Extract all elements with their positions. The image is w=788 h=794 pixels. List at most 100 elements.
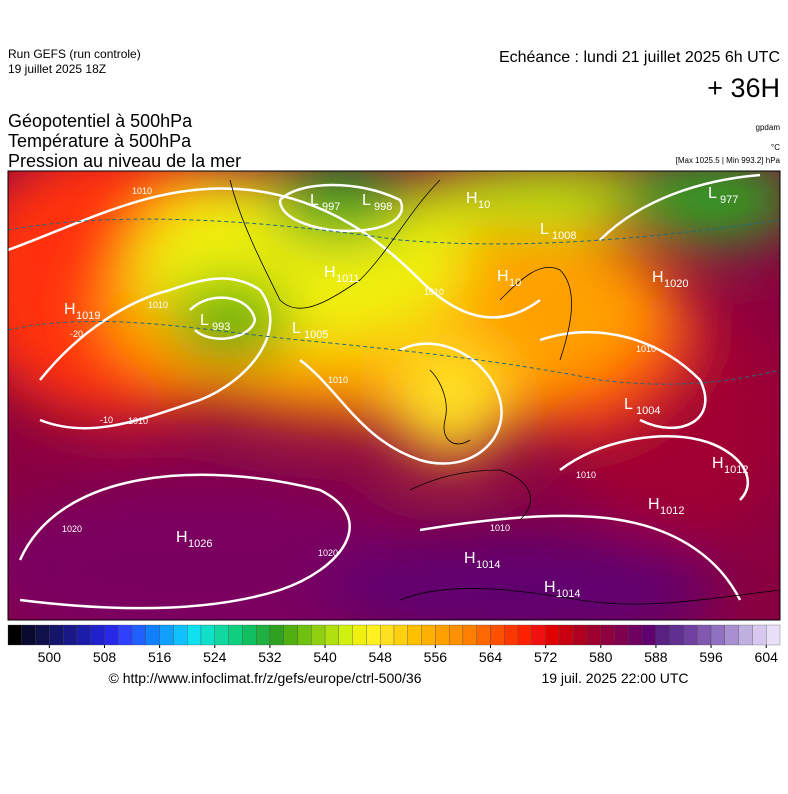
tick-label: 604 — [755, 649, 779, 665]
color-box — [641, 624, 657, 646]
tick-label: 572 — [534, 649, 558, 665]
center-value: 1011 — [336, 273, 360, 285]
color-box — [710, 624, 726, 646]
color-box — [490, 624, 505, 646]
lead-time: + 36H — [707, 73, 780, 103]
center-value: 10 — [478, 199, 490, 211]
color-box — [90, 624, 105, 646]
map-frame — [7, 170, 781, 621]
tick-label: 500 — [38, 649, 62, 665]
center-value: 1014 — [556, 588, 580, 600]
color-box — [21, 624, 36, 646]
color-box — [517, 624, 533, 646]
isobar-label: 1010 — [132, 186, 152, 196]
isobar-label: 1020 — [62, 524, 82, 534]
color-box — [628, 624, 643, 646]
color-box — [407, 624, 422, 646]
color-box — [614, 624, 629, 646]
center-symbol: L — [708, 185, 717, 202]
isobar-label: 1010 — [148, 300, 168, 310]
color-box — [600, 624, 615, 646]
color-box — [228, 624, 243, 646]
color-box — [200, 624, 215, 646]
color-box — [393, 624, 408, 646]
center-symbol: H — [466, 190, 478, 207]
color-box — [297, 624, 312, 646]
center-symbol: H — [712, 455, 724, 472]
color-box — [697, 624, 712, 646]
isobar-label: 1010 — [424, 287, 444, 297]
color-box — [738, 624, 753, 646]
color-box — [269, 624, 284, 646]
color-box — [421, 624, 436, 646]
center-symbol: L — [362, 192, 371, 209]
color-box — [476, 624, 491, 646]
color-box — [435, 624, 450, 646]
color-box — [283, 624, 298, 646]
color-box — [724, 624, 739, 646]
color-box — [35, 624, 50, 646]
tick-label: 588 — [644, 649, 668, 665]
color-box — [62, 624, 78, 646]
color-box — [545, 624, 560, 646]
tick-label: 540 — [313, 649, 337, 665]
color-box — [49, 624, 64, 646]
center-value: 998 — [374, 201, 392, 213]
color-box — [7, 624, 22, 646]
center-symbol: H — [176, 529, 188, 546]
color-box — [311, 624, 326, 646]
color-box — [324, 624, 340, 646]
isobar-label: -20 — [70, 329, 83, 339]
color-box — [242, 624, 257, 646]
unit: [Max 1025.5 | Min 993.2] hPa — [676, 156, 781, 165]
center-value: 1012 — [660, 505, 684, 517]
tick-label: 580 — [589, 649, 613, 665]
tick-label: 596 — [699, 649, 723, 665]
color-box — [669, 624, 684, 646]
color-box — [187, 624, 202, 646]
center-value: 977 — [720, 194, 738, 206]
center-value: 1012 — [724, 464, 748, 476]
color-box — [655, 624, 670, 646]
isobar-label: -10 — [100, 415, 113, 425]
center-symbol: H — [544, 579, 556, 596]
color-box — [448, 624, 464, 646]
color-box — [352, 624, 367, 646]
color-box — [683, 624, 698, 646]
generated: 19 juil. 2025 22:00 UTC — [541, 670, 688, 686]
tick-label: 564 — [479, 649, 503, 665]
color-box — [752, 624, 767, 646]
valid-time: Echéance : lundi 21 juillet 2025 6h UTC — [499, 49, 780, 66]
unit: °C — [771, 143, 780, 152]
center-symbol: H — [464, 550, 476, 567]
center-symbol: H — [497, 268, 509, 285]
isobar-label: 1010 — [328, 375, 348, 385]
center-symbol: L — [624, 396, 633, 413]
center-value: 1008 — [552, 230, 576, 242]
color-box — [159, 624, 174, 646]
center-value: 1004 — [636, 405, 660, 417]
isobar-label: 1010 — [636, 344, 656, 354]
center-symbol: H — [648, 496, 660, 513]
center-value: 1005 — [304, 329, 328, 341]
center-symbol: H — [652, 269, 664, 286]
color-box — [173, 624, 188, 646]
isobar-label: 1010 — [576, 470, 596, 480]
color-box — [462, 624, 477, 646]
unit: gpdam — [756, 123, 781, 132]
source: © http://www.infoclimat.fr/z/gefs/europe… — [108, 670, 421, 686]
center-value: 10 — [509, 277, 521, 289]
color-box — [366, 624, 381, 646]
color-box — [76, 624, 91, 646]
color-box — [573, 624, 588, 646]
center-symbol: L — [310, 192, 319, 209]
center-symbol: L — [292, 320, 301, 337]
center-value: 993 — [212, 321, 230, 333]
run-date: 19 juillet 2025 18Z — [8, 62, 106, 76]
center-value: 1026 — [188, 538, 212, 550]
color-box — [104, 624, 119, 646]
color-box — [559, 624, 574, 646]
run: Run GEFS (run controle) — [8, 47, 141, 61]
